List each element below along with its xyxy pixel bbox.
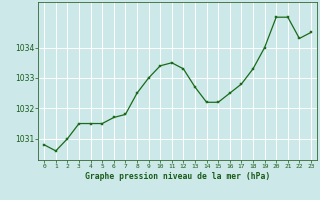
X-axis label: Graphe pression niveau de la mer (hPa): Graphe pression niveau de la mer (hPa) [85, 172, 270, 181]
